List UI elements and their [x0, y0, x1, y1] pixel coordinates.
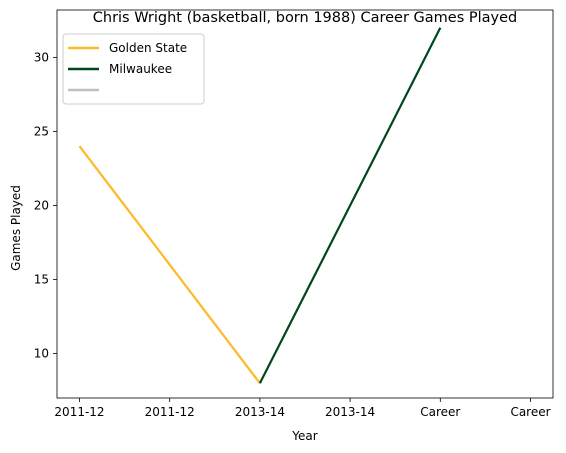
- series-line-1: [258, 27, 442, 384]
- x-tick-label: 2013-14: [235, 405, 285, 419]
- legend-entries: Golden State Milwaukee: [68, 41, 187, 92]
- x-tick-label: 2011-12: [54, 405, 104, 419]
- x-tick-label: Career: [420, 405, 460, 419]
- axes-layer: [56, 9, 554, 399]
- chart-title: Chris Wright (basketball, born 1988) Car…: [93, 10, 518, 26]
- legend-box: [62, 33, 205, 105]
- y-tick-label: 20: [34, 198, 49, 212]
- y-tick-label: 15: [34, 273, 49, 287]
- x-tick-label: Career: [510, 405, 550, 419]
- y-tick-label: 10: [34, 347, 49, 361]
- x-tick-label: 2011-12: [145, 405, 195, 419]
- x-axis-label: Year: [291, 429, 317, 443]
- legend-label: Golden State: [109, 41, 187, 55]
- x-ticks: 2011-12 2011-12 2013-14 2013-14 Career Career: [54, 398, 551, 419]
- y-axis-label: Games Played: [9, 185, 23, 271]
- series-line-0: [78, 145, 261, 384]
- y-tick-label: 30: [34, 50, 49, 64]
- legend: Golden State Milwaukee: [62, 33, 205, 105]
- series-layer: [78, 27, 442, 384]
- x-tick-label: 2013-14: [325, 405, 375, 419]
- y-ticks: 10 15 20 25 30: [34, 50, 57, 361]
- plot-frame: [56, 9, 554, 399]
- legend-label: Milwaukee: [109, 62, 172, 76]
- y-tick-label: 25: [34, 124, 49, 138]
